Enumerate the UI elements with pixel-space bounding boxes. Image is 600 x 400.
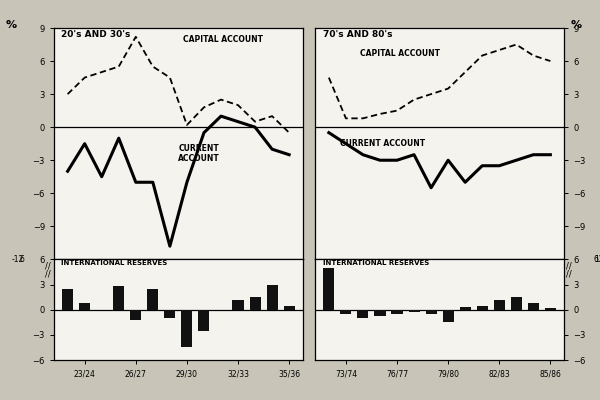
Text: %: % — [6, 20, 17, 30]
Text: 12: 12 — [594, 255, 600, 264]
Bar — [62, 289, 73, 310]
Text: //: // — [45, 270, 51, 278]
Bar — [494, 300, 505, 310]
Bar — [545, 308, 556, 310]
Text: //: // — [566, 270, 572, 278]
Bar — [130, 310, 142, 320]
Bar — [528, 303, 539, 310]
Bar — [113, 286, 124, 310]
Bar — [425, 310, 437, 314]
Text: %: % — [571, 20, 582, 30]
Bar — [409, 310, 419, 312]
Bar — [181, 310, 193, 348]
Bar — [511, 297, 522, 310]
Bar — [391, 310, 403, 314]
Bar — [266, 284, 278, 310]
Text: 70's AND 80's: 70's AND 80's — [323, 30, 392, 39]
Text: //: // — [566, 262, 572, 270]
Text: INTERNATIONAL RESERVES: INTERNATIONAL RESERVES — [61, 260, 168, 266]
Bar — [164, 310, 175, 318]
Bar — [79, 303, 90, 310]
Bar — [460, 307, 471, 310]
Text: 6: 6 — [594, 255, 599, 264]
Bar — [147, 289, 158, 310]
Bar — [199, 310, 209, 331]
Bar — [340, 310, 352, 314]
Bar — [232, 300, 244, 310]
Bar — [284, 306, 295, 310]
Bar — [323, 268, 334, 310]
Text: -12: -12 — [12, 255, 24, 264]
Bar — [476, 306, 488, 310]
Bar — [374, 310, 386, 316]
Text: CAPITAL ACCOUNT: CAPITAL ACCOUNT — [184, 35, 263, 44]
Bar — [443, 310, 454, 322]
Text: 6: 6 — [19, 255, 24, 264]
Text: CAPITAL ACCOUNT: CAPITAL ACCOUNT — [360, 49, 440, 58]
Text: CURRENT
ACCOUNT: CURRENT ACCOUNT — [178, 144, 220, 163]
Text: //: // — [45, 262, 51, 270]
Text: CURRENT ACCOUNT: CURRENT ACCOUNT — [340, 139, 425, 148]
Bar — [250, 297, 260, 310]
Bar — [358, 310, 368, 318]
Text: INTERNATIONAL RESERVES: INTERNATIONAL RESERVES — [323, 260, 429, 266]
Text: 20's AND 30's: 20's AND 30's — [61, 30, 131, 39]
